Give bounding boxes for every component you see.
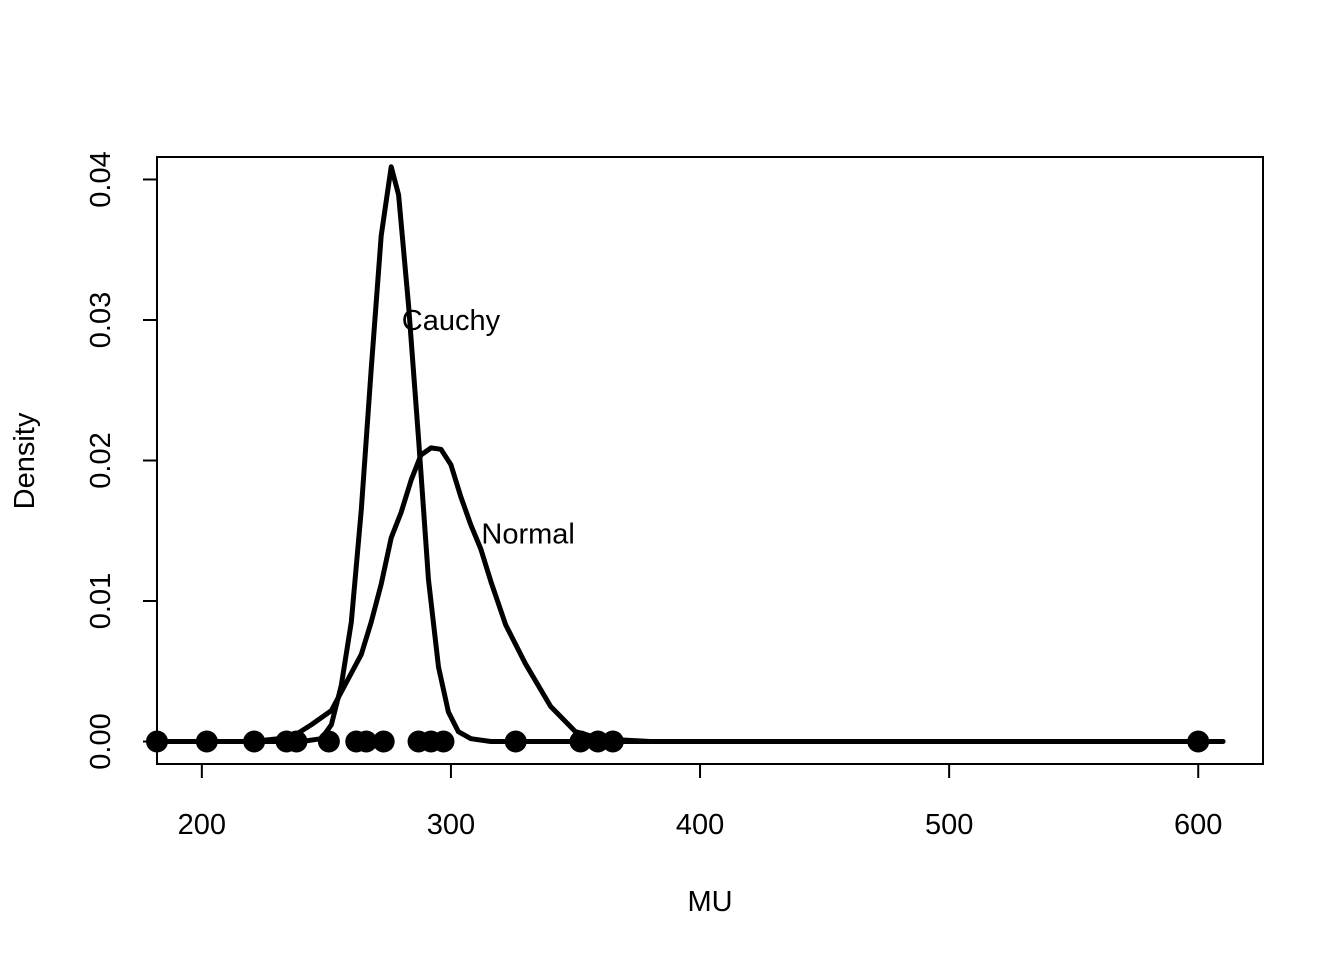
curve-annotation: Cauchy (402, 305, 501, 337)
data-point (1187, 730, 1210, 753)
data-point (355, 730, 378, 753)
annotations: Cauchy Normal (402, 305, 575, 551)
data-point (432, 730, 455, 753)
y-tick-label: 0.03 (85, 292, 117, 348)
x-tick-label: 300 (427, 809, 475, 841)
data-point (285, 730, 308, 753)
x-tick-label: 400 (676, 809, 724, 841)
x-tick-label: 600 (1174, 809, 1222, 841)
x-axis: 200 300 400 500 600 (178, 763, 1222, 841)
curve-annotation: Normal (481, 519, 574, 551)
data-point (195, 730, 218, 753)
x-axis-title: MU (687, 886, 732, 918)
x-tick-label: 200 (178, 809, 226, 841)
data-point (504, 730, 527, 753)
data-point (601, 730, 624, 753)
density-curve-1 (154, 164, 653, 744)
data-point (243, 730, 266, 753)
data-point (372, 730, 395, 753)
y-tick-label: 0.01 (85, 573, 117, 629)
y-axis-title: Density (9, 412, 41, 509)
plot-frame (156, 156, 1264, 765)
data-point (569, 730, 592, 753)
points-layer (146, 730, 1210, 753)
y-tick-label: 0.00 (85, 713, 117, 769)
data-point (317, 730, 340, 753)
y-tick-label: 0.04 (85, 151, 117, 207)
y-tick-label: 0.02 (85, 432, 117, 488)
x-tick-label: 500 (925, 809, 973, 841)
